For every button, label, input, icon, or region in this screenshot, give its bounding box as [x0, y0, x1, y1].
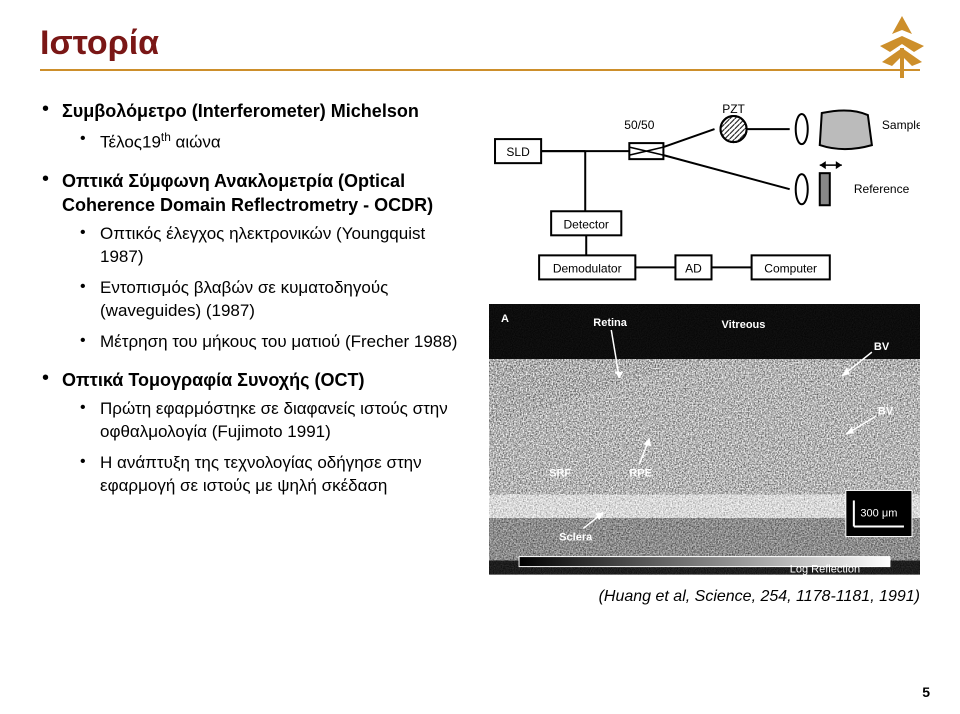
bullet-oct: Οπτικά Τομογραφία Συνοχής (OCT) Πρώτη εφ… — [40, 368, 471, 498]
bullet-ocdr-title: Οπτικά Σύμφωνη Ανακλομετρία (Optical Coh… — [62, 171, 433, 215]
sub-high-scatter: Η ανάπτυξη της τεχνολογίας οδήγησε στην … — [80, 452, 471, 498]
svg-text:Sclera: Sclera — [559, 532, 593, 544]
svg-text:BV: BV — [874, 342, 890, 354]
svg-text:SRF: SRF — [549, 468, 571, 480]
sub-waveguides: Εντοπισμός βλαβών σε κυματοδηγούς (waveg… — [80, 277, 471, 323]
text-column: Συμβολόμετρο (Interferometer) Michelson … — [40, 99, 471, 606]
sub-end19th-b: αιώνα — [171, 133, 221, 152]
interferometer-diagram: SLD 50/50 PZT — [489, 99, 920, 289]
svg-text:SLD: SLD — [506, 145, 530, 159]
sub-end19th: Τέλος19th αιώνα — [80, 129, 471, 155]
title-underline — [40, 69, 920, 71]
slide-title: Ιστορία — [40, 24, 920, 63]
bullet-oct-title: Οπτικά Τομογραφία Συνοχής (OCT) — [62, 370, 364, 390]
svg-text:Retina: Retina — [593, 317, 628, 329]
svg-text:PZT: PZT — [722, 102, 745, 116]
sub-fujimoto: Πρώτη εφαρμόστηκε σε διαφανείς ιστούς στ… — [80, 398, 471, 444]
svg-text:Computer: Computer — [764, 261, 817, 275]
svg-text:A: A — [501, 313, 509, 325]
bullet-interferometer: Συμβολόμετρο (Interferometer) Michelson … — [40, 99, 471, 155]
oct-retina-figure: 300 μm Log Reflection A Retina Vitreous … — [489, 304, 920, 575]
svg-text:AD: AD — [685, 261, 702, 275]
bullet-ocdr: Οπτικά Σύμφωνη Ανακλομετρία (Optical Coh… — [40, 169, 471, 354]
svg-text:50/50: 50/50 — [624, 118, 654, 132]
svg-text:Demodulator: Demodulator — [553, 261, 622, 275]
sub-frecher: Μέτρηση του μήκους του ματιού (Frecher 1… — [80, 331, 471, 354]
leaf-logo — [872, 12, 932, 82]
sub-end19th-sup: th — [161, 130, 171, 144]
svg-text:BV: BV — [878, 406, 894, 418]
svg-text:300 μm: 300 μm — [860, 508, 897, 520]
figures-column: SLD 50/50 PZT — [489, 99, 920, 606]
figure-citation: (Huang et al, Science, 254, 1178-1181, 1… — [489, 588, 920, 606]
svg-text:RPE: RPE — [629, 468, 652, 480]
svg-text:Reference: Reference — [854, 182, 910, 196]
sub-youngquist: Οπτικός έλεγχος ηλεκτρονικών (Youngquist… — [80, 223, 471, 269]
sub-end19th-a: Τέλος19 — [100, 133, 161, 152]
svg-text:Sample: Sample — [882, 118, 920, 132]
svg-text:Log Reflection: Log Reflection — [790, 564, 860, 575]
page-number: 5 — [922, 684, 930, 700]
bullet-interferometer-title: Συμβολόμετρο (Interferometer) Michelson — [62, 101, 419, 121]
svg-text:Detector: Detector — [564, 217, 609, 231]
svg-text:Vitreous: Vitreous — [722, 319, 766, 331]
